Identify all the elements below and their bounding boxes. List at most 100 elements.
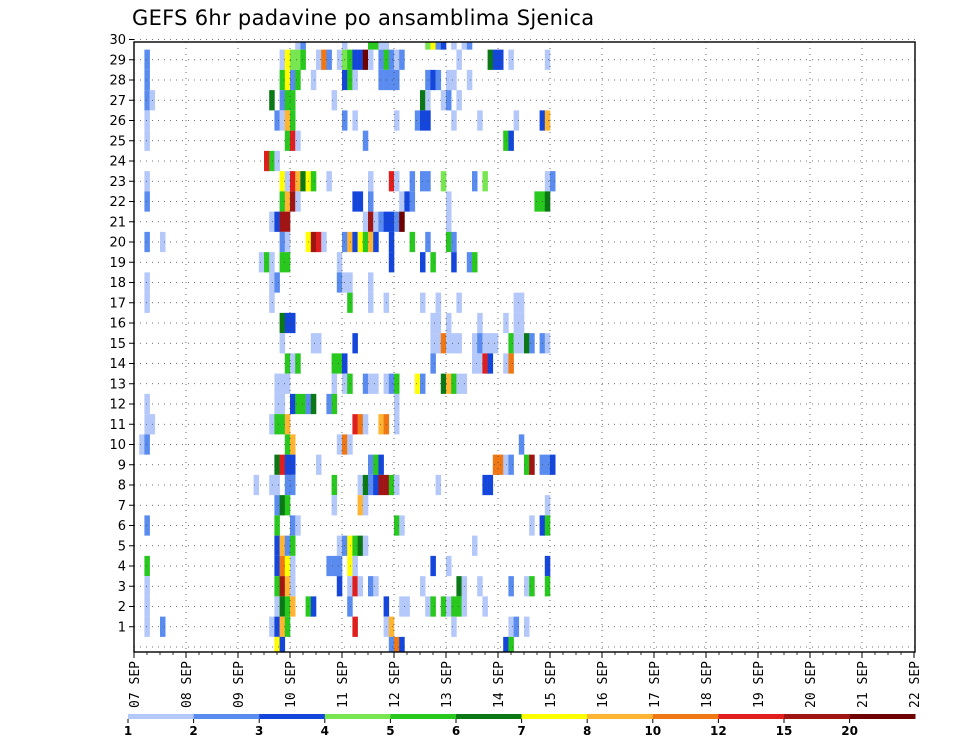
- heatmap-cell: [331, 353, 338, 374]
- heatmap-cell: [456, 373, 462, 394]
- heatmap-cell: [368, 171, 374, 192]
- heatmap-cell: [336, 272, 343, 293]
- heatmap-cell: [347, 231, 353, 253]
- heatmap-cell: [310, 69, 317, 91]
- heatmap-cell: [513, 312, 520, 334]
- heatmap-cell: [347, 373, 353, 394]
- heatmap-cell: [144, 69, 150, 91]
- heatmap-cell: [269, 252, 275, 273]
- heatmap-cell: [529, 515, 535, 536]
- heatmap-cell: [534, 191, 540, 212]
- heatmap-cell: [274, 211, 280, 232]
- heatmap-cell: [472, 535, 478, 556]
- heatmap-cell: [352, 49, 358, 70]
- heatmap-cell: [544, 555, 551, 577]
- x-tick-label: 21 SEP: [856, 661, 871, 708]
- heatmap-cell: [451, 616, 457, 637]
- heatmap-cell: [368, 211, 374, 232]
- legend-label: 6: [452, 724, 460, 738]
- heatmap-cell: [310, 171, 317, 192]
- heatmap-cell: [284, 576, 291, 597]
- heatmap-cell: [492, 333, 499, 354]
- heatmap-cell: [274, 393, 280, 415]
- y-tick-label: 8: [118, 479, 126, 494]
- heatmap-cell: [279, 495, 286, 516]
- heatmap-cell: [394, 49, 400, 70]
- heatmap-cell: [383, 42, 390, 50]
- heatmap-cell: [487, 49, 494, 70]
- legend-label: 3: [255, 724, 263, 738]
- heatmap-cell: [290, 474, 296, 496]
- heatmap-cell: [352, 110, 358, 131]
- heatmap-cell: [399, 49, 405, 70]
- heatmap-cell: [414, 110, 421, 131]
- y-tick-label: 30: [109, 33, 126, 48]
- heatmap-cell: [446, 312, 452, 334]
- heatmap-cell: [378, 211, 384, 232]
- y-tick-label: 20: [109, 236, 126, 251]
- heatmap-cell: [451, 596, 457, 617]
- heatmap-cell: [274, 616, 280, 637]
- heatmap-cell: [269, 211, 275, 232]
- heatmap-cell: [284, 252, 291, 273]
- heatmap-cell: [352, 191, 358, 212]
- chart-title: GEFS 6hr padavine po ansamblima Sjenica: [132, 6, 595, 30]
- heatmap-cell: [160, 616, 166, 637]
- heatmap-cell: [274, 555, 280, 577]
- heatmap-cell: [425, 231, 431, 253]
- heatmap-cell: [378, 69, 384, 91]
- heatmap-cells: [139, 42, 556, 653]
- y-axis: 1234567891011121314151617181920212223242…: [109, 33, 134, 635]
- y-tick-label: 27: [109, 94, 126, 109]
- heatmap-cell: [446, 191, 452, 212]
- heatmap-cell: [513, 110, 520, 131]
- legend-swatch: [521, 714, 588, 719]
- heatmap-cell: [399, 636, 405, 653]
- heatmap-cell: [435, 42, 442, 50]
- heatmap-cell: [430, 596, 436, 617]
- heatmap-cell: [482, 333, 488, 354]
- heatmap-cell: [290, 576, 296, 597]
- heatmap-cell: [269, 150, 275, 172]
- heatmap-cell: [362, 231, 369, 253]
- color-legend: 1 2 3 4 5 6 7 8 10 12 15 20: [124, 714, 916, 738]
- heatmap-cell: [279, 555, 286, 577]
- heatmap-cell: [430, 69, 436, 91]
- heatmap-cell: [290, 49, 296, 70]
- heatmap-cell: [544, 171, 551, 192]
- x-tick-label: 09 SEP: [232, 661, 247, 708]
- heatmap-cell: [544, 576, 551, 597]
- heatmap-cell: [336, 49, 343, 70]
- heatmap-cell: [550, 171, 556, 192]
- heatmap-cell: [404, 596, 410, 617]
- y-tick-label: 2: [118, 600, 126, 615]
- heatmap-cell: [279, 636, 286, 653]
- heatmap-cell: [347, 292, 353, 313]
- heatmap-cell: [326, 49, 332, 70]
- heatmap-cell: [144, 555, 150, 577]
- heatmap-cell: [279, 171, 286, 192]
- heatmap-cell: [274, 495, 280, 516]
- heatmap-cell: [456, 49, 462, 70]
- legend-swatch: [390, 714, 457, 719]
- y-tick-label: 21: [109, 215, 126, 230]
- heatmap-cell: [529, 576, 535, 597]
- heatmap-cell: [425, 110, 431, 131]
- heatmap-cell: [258, 252, 265, 273]
- heatmap-cell: [508, 353, 514, 374]
- heatmap-cell: [399, 211, 405, 232]
- heatmap-cell: [492, 454, 499, 475]
- heatmap-cell: [310, 393, 317, 415]
- heatmap-cell: [368, 454, 374, 475]
- heatmap-cell: [279, 90, 286, 111]
- heatmap-cell: [435, 69, 442, 91]
- heatmap-cell: [362, 535, 369, 556]
- y-tick-label: 13: [109, 377, 126, 392]
- heatmap-cell: [279, 454, 286, 475]
- heatmap-cell: [144, 49, 150, 70]
- heatmap-cell: [451, 69, 457, 91]
- heatmap-cell: [331, 474, 338, 496]
- heatmap-cell: [524, 616, 530, 637]
- heatmap-cell: [269, 616, 275, 637]
- heatmap-cell: [435, 474, 442, 496]
